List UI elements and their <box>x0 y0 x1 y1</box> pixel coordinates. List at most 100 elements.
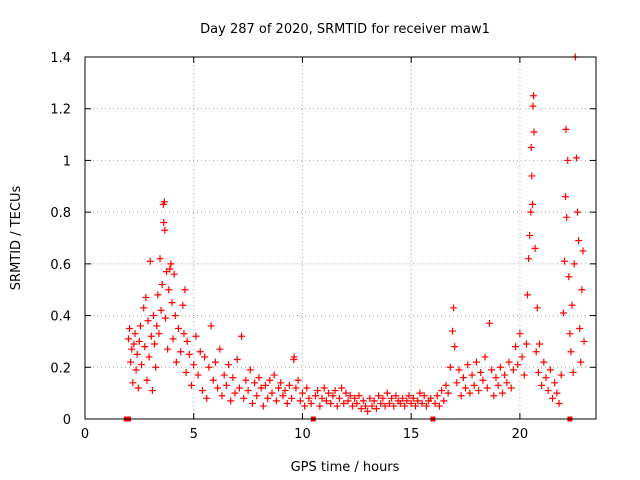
data-point-marker <box>244 387 252 395</box>
y-tick-label: 0.6 <box>50 258 71 273</box>
data-point <box>248 399 256 407</box>
data-point-marker <box>264 394 272 402</box>
data-point-marker <box>569 368 577 376</box>
data-point <box>318 394 326 402</box>
data-point <box>440 397 448 405</box>
data-point-marker <box>294 376 302 384</box>
y-tick-label: 0.8 <box>50 206 71 221</box>
data-point <box>290 353 298 361</box>
data-point-marker <box>385 399 393 407</box>
data-point-marker <box>238 332 246 340</box>
data-point-marker <box>177 348 185 356</box>
data-point-marker <box>325 389 333 397</box>
data-point-marker <box>414 397 422 405</box>
data-point-marker <box>161 226 169 234</box>
data-point <box>525 255 533 263</box>
data-point <box>192 332 200 340</box>
data-point <box>427 394 435 402</box>
data-point-marker <box>181 286 189 294</box>
data-point-marker <box>562 193 570 201</box>
data-point <box>242 376 250 384</box>
data-point-marker <box>549 394 557 402</box>
data-point <box>152 363 160 371</box>
data-point <box>181 286 189 294</box>
data-point-marker <box>531 244 539 252</box>
data-point <box>145 353 153 361</box>
data-point <box>564 156 572 164</box>
data-point <box>375 392 383 400</box>
data-point-marker <box>509 366 517 374</box>
data-point <box>292 384 300 392</box>
data-point-marker <box>231 389 239 397</box>
data-point-marker <box>455 366 463 374</box>
data-point-marker <box>185 350 193 358</box>
data-point-marker <box>446 363 454 371</box>
data-point-marker <box>398 394 406 402</box>
data-point <box>368 402 376 410</box>
data-point-marker <box>470 381 478 389</box>
data-point <box>266 376 274 384</box>
data-point-marker <box>148 387 156 395</box>
data-point <box>157 306 165 314</box>
data-point-marker <box>124 335 132 343</box>
data-point <box>160 218 168 226</box>
data-point-marker <box>575 237 583 245</box>
data-point-marker <box>407 399 415 407</box>
data-point-marker <box>141 343 149 351</box>
data-point-marker <box>535 340 543 348</box>
data-point <box>477 368 485 376</box>
data-point-marker <box>164 345 172 353</box>
data-point-marker <box>242 376 250 384</box>
data-point <box>190 361 198 369</box>
data-point-marker <box>216 345 224 353</box>
data-point-marker <box>196 348 204 356</box>
data-point-marker <box>370 397 378 405</box>
data-point-marker <box>580 337 588 345</box>
data-point-marker <box>520 371 528 379</box>
data-point-marker <box>335 394 343 402</box>
data-point-marker <box>392 392 400 400</box>
data-point <box>344 397 352 405</box>
data-point-marker <box>180 330 188 338</box>
data-point <box>342 389 350 397</box>
data-point-marker <box>233 356 241 364</box>
data-point-marker <box>151 340 159 348</box>
data-point-marker <box>359 397 367 405</box>
data-point-marker <box>355 392 363 400</box>
data-point-marker <box>348 402 356 410</box>
data-point-marker <box>457 392 465 400</box>
data-point <box>422 402 430 410</box>
data-point <box>392 392 400 400</box>
data-point-marker <box>251 379 259 387</box>
x-tick-label: 0 <box>81 427 89 442</box>
data-point <box>579 247 587 255</box>
data-point-marker <box>240 394 248 402</box>
data-point-marker <box>579 247 587 255</box>
data-point-marker <box>562 125 570 133</box>
data-point-marker <box>277 379 285 387</box>
data-point-marker <box>281 387 289 395</box>
data-point <box>562 125 570 133</box>
data-point-marker <box>346 392 354 400</box>
data-point-marker <box>453 379 461 387</box>
data-point-marker <box>357 405 365 413</box>
data-point-marker <box>255 374 263 382</box>
data-point-marker <box>379 394 387 402</box>
data-point-marker <box>420 392 428 400</box>
data-point-marker <box>175 325 183 332</box>
data-point-marker <box>555 399 563 407</box>
data-point-marker <box>477 368 485 376</box>
data-point-marker <box>190 361 198 369</box>
y-axis-label: SRMTID / TECUs <box>9 186 24 291</box>
data-point-marker <box>327 399 335 407</box>
data-point <box>464 361 472 369</box>
data-point <box>126 325 134 332</box>
data-point <box>485 319 493 327</box>
data-point <box>194 371 202 379</box>
data-point-marker <box>165 286 173 294</box>
data-point <box>161 314 169 322</box>
data-point <box>531 244 539 252</box>
data-point-marker <box>153 322 161 330</box>
data-point <box>298 389 306 397</box>
data-point <box>327 399 335 407</box>
